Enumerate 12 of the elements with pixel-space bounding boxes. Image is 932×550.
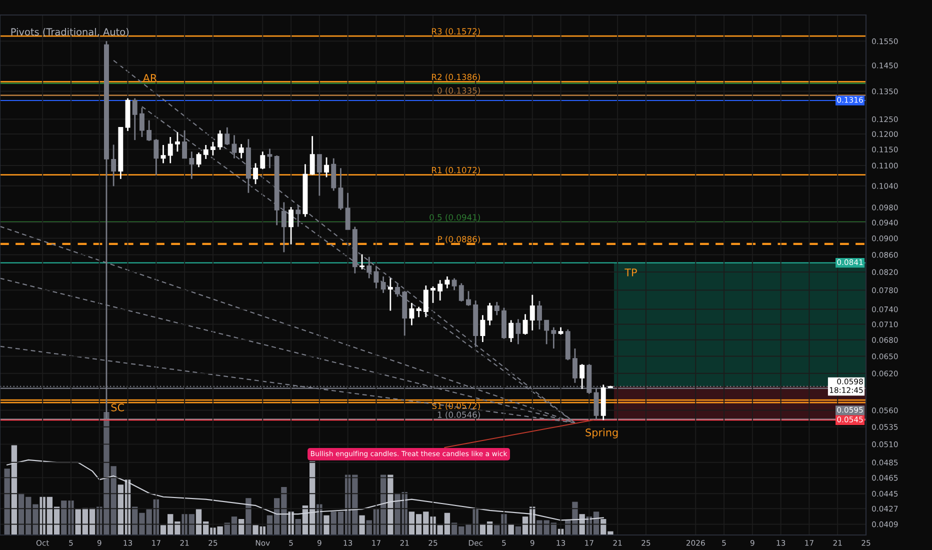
ref-line-label: 0.5 (0.0941) xyxy=(430,214,480,222)
ref-line-label: P (0.0886) xyxy=(438,236,480,244)
annotation: Spring xyxy=(586,428,618,438)
ref-line-label: R2 (0.1386) xyxy=(432,74,480,82)
band-label: TP xyxy=(624,268,637,276)
ref-line-label: R1 (0.1072) xyxy=(432,166,480,174)
ref-line-label: 1 (0.0546) xyxy=(438,411,480,419)
annotation: SC xyxy=(111,403,124,412)
annotation: Pivots (Traditional, Auto) xyxy=(11,28,129,37)
ref-line-label: R3 (0.1572) xyxy=(432,28,480,36)
ref-line-label: 0 (0.1335) xyxy=(438,87,480,95)
ref-line-label: S1 (0.0572) xyxy=(432,402,480,410)
